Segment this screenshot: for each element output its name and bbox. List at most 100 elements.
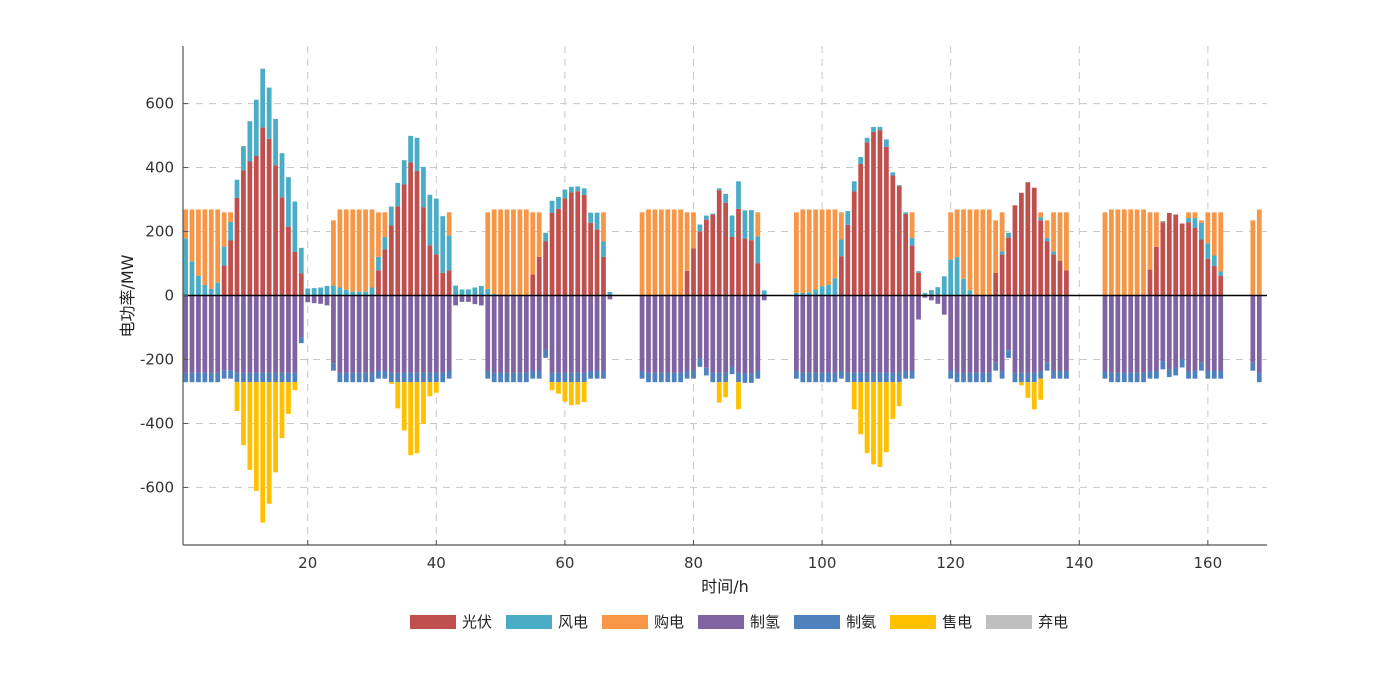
bar-segment-风电-h27 [350, 291, 356, 296]
bar-segment-光伏-h17 [286, 226, 291, 296]
bar-segment-制氨-h78 [678, 372, 684, 383]
bar-segment-光伏-h132 [1025, 182, 1031, 296]
bar-segment-光伏-h130 [1012, 205, 1018, 296]
bar-segment-购电-h153 [1160, 220, 1166, 222]
legend-label: 购电 [654, 613, 685, 631]
bar-segment-购电-h7 [221, 212, 227, 247]
bar-segment-制氨-h76 [665, 372, 671, 383]
bar-segment-制氢-h109 [877, 295, 883, 373]
bar-segment-制氢-h98 [806, 295, 812, 373]
bar-segment-风电-h160 [1205, 243, 1211, 259]
bar-segment-光伏-h159 [1199, 239, 1204, 296]
bar-segment-制氢-h123 [967, 295, 973, 373]
bar-segment-风电-h19 [298, 247, 304, 274]
bar-segment-光伏-h61 [568, 192, 574, 296]
bar-segment-光伏-h137 [1057, 260, 1063, 296]
bar-segment-售电-h35 [401, 382, 407, 431]
bar-segment-制氨-h159 [1199, 362, 1204, 371]
bar-segment-售电-h9 [234, 382, 240, 411]
bar-segment-制氢-h90 [755, 295, 761, 371]
bar-segment-购电-h28 [356, 209, 362, 292]
bar-segment-风电-h161 [1211, 255, 1217, 267]
bar-segment-购电-h124 [974, 209, 979, 296]
bar-segment-风电-h10 [241, 146, 246, 171]
bar-segment-制氢-h31 [376, 295, 381, 371]
bar-segment-制氨-h145 [1109, 372, 1114, 383]
bar-segment-风电-h11 [247, 121, 253, 162]
bar-segment-光伏-h88 [742, 238, 748, 296]
bar-segment-购电-h97 [800, 209, 806, 293]
bar-segment-风电-h9 [234, 179, 240, 198]
bar-segment-制氢-h147 [1121, 295, 1127, 373]
bar-segment-购电-h147 [1121, 209, 1127, 296]
bar-segment-购电-h31 [376, 212, 381, 257]
bar-segment-制氨-h36 [408, 372, 413, 383]
bar-segment-风电-h128 [999, 251, 1005, 255]
bar-segment-风电-h108 [871, 126, 876, 132]
bar-segment-光伏-h7 [221, 265, 227, 296]
bar-segment-售电-h11 [247, 382, 253, 470]
bar-segment-制氢-h118 [935, 295, 941, 304]
bar-segment-制氢-h126 [986, 295, 992, 373]
bar-segment-制氢-h23 [324, 295, 330, 306]
bar-segment-购电-h78 [678, 209, 684, 296]
bar-segment-制氨-h50 [498, 372, 503, 383]
bar-segment-风电-h117 [929, 290, 934, 296]
bar-segment-购电-h53 [517, 209, 523, 296]
bar-segment-制氢-h25 [337, 295, 343, 373]
bar-segment-光伏-h15 [273, 165, 278, 296]
bar-segment-制氨-h150 [1141, 372, 1146, 383]
bar-segment-光伏-h31 [376, 270, 381, 296]
bar-segment-售电-h39 [427, 382, 433, 397]
bar-segment-购电-h158 [1192, 212, 1198, 219]
bar-segment-制氢-h9 [234, 295, 240, 373]
bar-segment-制氢-h86 [729, 295, 735, 367]
bar-segment-购电-h24 [331, 220, 336, 286]
bar-segment-制氨-h135 [1044, 362, 1050, 371]
bar-segment-购电-h4 [202, 209, 208, 285]
bar-segment-制氨-h132 [1025, 372, 1031, 383]
bar-segment-制氢-h110 [883, 295, 889, 373]
bar-segment-制氨-h100 [819, 372, 825, 383]
bar-segment-光伏-h80 [691, 248, 696, 296]
bar-segment-制氨-h73 [646, 372, 651, 383]
bar-segment-制氨-h109 [877, 372, 883, 383]
legend-swatch [698, 614, 745, 629]
x-tick-label: 120 [936, 554, 965, 572]
bar-segment-制氢-h96 [793, 295, 799, 371]
bar-segment-制氢-h152 [1154, 295, 1159, 371]
bar-segment-制氨-h48 [485, 370, 491, 379]
bar-segment-售电-h133 [1031, 382, 1037, 410]
bar-segment-光伏-h34 [395, 206, 401, 296]
bar-segment-制氨-h58 [549, 372, 555, 383]
bar-segment-光伏-h58 [549, 212, 555, 296]
bar-segment-风电-h18 [292, 201, 298, 252]
bar-segment-售电-h62 [575, 382, 581, 405]
bar-segment-光伏-h18 [292, 251, 298, 296]
bar-segment-光伏-h39 [427, 245, 433, 296]
bar-segment-制氢-h22 [318, 295, 323, 304]
bar-segment-制氢-h112 [896, 295, 902, 373]
bar-segment-制氢-h7 [221, 295, 227, 371]
bar-segment-光伏-h60 [562, 198, 568, 296]
bar-segment-制氢-h58 [549, 295, 555, 373]
bar-segment-风电-h114 [909, 237, 915, 246]
bar-segment-购电-h161 [1211, 212, 1217, 256]
bar-segment-制氨-h54 [523, 372, 529, 383]
bar-segment-制氨-h113 [903, 370, 909, 379]
bar-segment-购电-h159 [1199, 220, 1204, 223]
bar-segment-风电-h20 [305, 288, 311, 296]
bar-segment-风电-h91 [761, 290, 767, 296]
legend-item: 风电 [506, 611, 588, 632]
bar-segment-制氨-h49 [491, 372, 497, 383]
bar-segment-制氨-h60 [562, 372, 568, 383]
bar-segment-制氢-h50 [498, 295, 503, 373]
legend-label: 弃电 [1038, 613, 1069, 631]
bar-segment-制氨-h149 [1134, 372, 1140, 383]
bar-segment-光伏-h104 [845, 224, 851, 296]
bar-segment-购电-h50 [498, 209, 503, 296]
bar-segment-制氨-h5 [208, 372, 214, 383]
bar-segment-制氢-h62 [575, 295, 581, 373]
bar-segment-光伏-h103 [838, 256, 844, 296]
bar-segment-制氨-h84 [716, 372, 722, 383]
